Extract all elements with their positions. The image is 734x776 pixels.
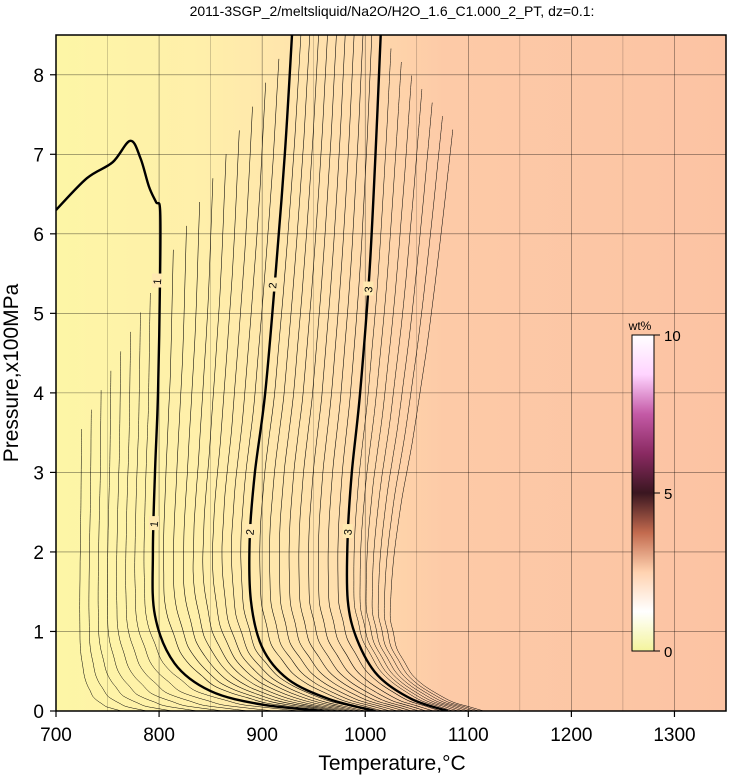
minor-contour — [125, 331, 249, 711]
minor-contour — [183, 201, 340, 711]
minor-contour — [259, 35, 383, 711]
contour-label-bg — [363, 281, 374, 296]
y-tick-label: 4 — [33, 384, 44, 405]
major-contour-2 — [248, 35, 376, 711]
y-tick-label: 6 — [33, 225, 44, 246]
minor-contour — [371, 89, 469, 711]
contour-label: 1 — [152, 278, 164, 285]
minor-contour — [327, 35, 434, 711]
minor-contour — [134, 312, 274, 711]
minor-contour — [143, 292, 299, 711]
major-contours: 1 1 2 2 3 3 — [56, 35, 449, 711]
colorbar-tick-label: 0 — [664, 644, 672, 661]
chart-title: 2011-3SGP_2/meltsliquid/Na2O/H2O_1.6_C1.… — [190, 3, 595, 19]
x-tick-label: 1300 — [653, 725, 695, 746]
minor-contour — [202, 154, 350, 711]
y-tick-label: 0 — [33, 702, 44, 723]
y-tick-label: 2 — [33, 543, 44, 564]
minor-contour — [337, 35, 441, 711]
minor-contour — [88, 409, 147, 711]
minor-contours — [79, 35, 484, 711]
minor-contour — [298, 35, 412, 711]
minor-contour — [365, 75, 464, 711]
x-axis: 700 800 900 1000 1100 1200 1300 — [40, 711, 696, 746]
y-tick-label: 1 — [33, 622, 44, 643]
minor-contour — [377, 102, 474, 711]
minor-contour — [173, 225, 335, 711]
minor-contour — [359, 61, 459, 711]
minor-contour — [279, 35, 398, 711]
minor-contour — [353, 48, 453, 711]
minor-contour — [221, 106, 361, 711]
contour-label-bg — [148, 516, 159, 531]
contour-label-bg — [342, 524, 353, 539]
contour-label-bg — [244, 524, 255, 539]
plot-frame — [55, 34, 727, 712]
colorbar-gradient — [631, 334, 655, 652]
colorbar-unit: wt% — [628, 319, 652, 333]
x-tick-label: 1000 — [344, 725, 386, 746]
contour-label-bg — [152, 273, 163, 288]
y-tick-label: 3 — [33, 463, 44, 484]
colorbar-tick-label: 10 — [664, 328, 681, 345]
y-tick-label: 7 — [33, 145, 44, 166]
contour-label: 2 — [245, 529, 257, 536]
major-contour-3 — [345, 35, 449, 711]
minor-contour — [389, 129, 484, 711]
x-tick-label: 800 — [143, 725, 175, 746]
contour-label: 3 — [363, 286, 375, 293]
colorbar-tick-label: 5 — [664, 486, 672, 503]
minor-contour — [318, 35, 427, 711]
minor-contour — [383, 116, 479, 711]
y-axis-title: Pressure,x100MPa — [0, 283, 23, 462]
major-contour-1 — [56, 139, 325, 711]
x-tick-label: 700 — [40, 725, 72, 746]
contour-label: 2 — [267, 282, 279, 289]
colorbar: wt% 0 5 10 — [628, 319, 681, 661]
minor-contour — [79, 429, 122, 711]
y-tick-label: 5 — [33, 304, 44, 325]
x-axis-title: Temperature,°C — [318, 752, 465, 775]
contour-label: 1 — [149, 521, 161, 528]
contour-label-bg — [267, 277, 278, 292]
x-tick-label: 900 — [246, 725, 278, 746]
minor-contour — [192, 178, 345, 711]
y-axis: 0 1 2 3 4 5 6 7 8 — [33, 66, 56, 723]
minor-contour — [269, 35, 391, 711]
y-tick-label: 8 — [33, 66, 44, 87]
minor-contour — [288, 35, 405, 711]
minor-contour — [97, 390, 173, 711]
minor-contour — [308, 35, 419, 711]
minor-contour — [240, 58, 371, 711]
minor-contour — [163, 249, 330, 711]
x-tick-label: 1100 — [448, 725, 489, 746]
plot-area — [56, 35, 726, 711]
contour-label: 3 — [342, 529, 354, 536]
minor-contour — [212, 130, 355, 711]
minor-contour — [107, 370, 198, 711]
x-tick-label: 1200 — [550, 725, 592, 746]
